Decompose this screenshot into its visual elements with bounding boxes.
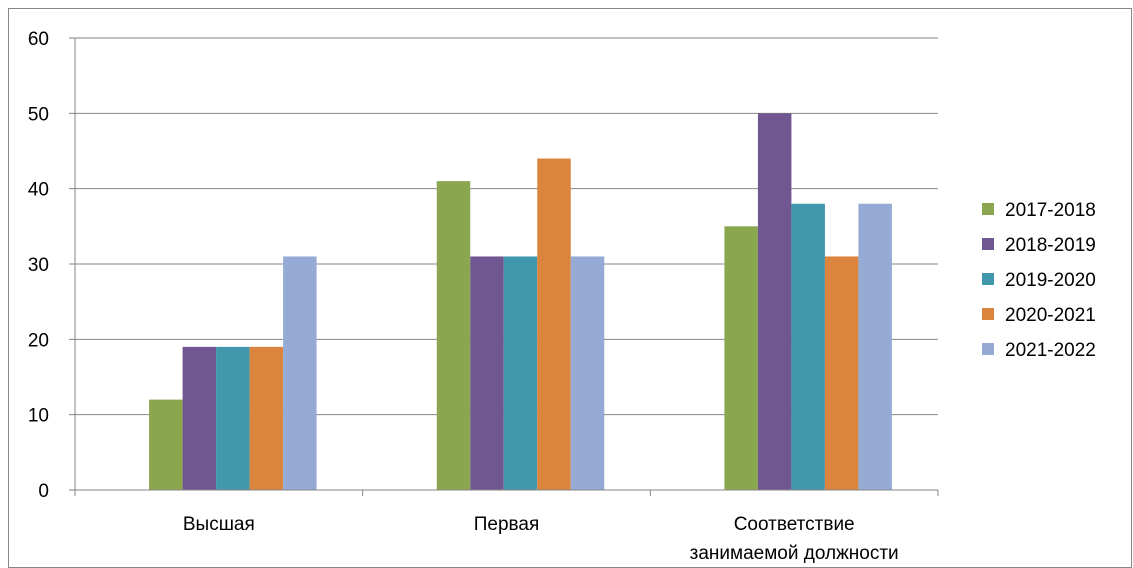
legend-swatch	[982, 238, 994, 250]
bar-2019-2020-0	[216, 347, 250, 490]
x-category-label: Первая	[474, 514, 540, 535]
y-tick-label: 20	[28, 330, 49, 351]
legend-label: 2021-2022	[1005, 340, 1096, 361]
legend-label: 2018-2019	[1005, 235, 1096, 256]
bar-2021-2022-0	[283, 256, 317, 490]
y-tick-label: 40	[28, 180, 49, 201]
x-category-label: Высшая	[183, 514, 255, 535]
bar-2019-2020-2	[791, 204, 825, 490]
bar-2018-2019-0	[183, 347, 217, 490]
bar-2020-2021-2	[825, 256, 859, 490]
bars	[149, 113, 892, 490]
y-tick-label: 0	[38, 481, 49, 502]
legend-swatch	[982, 273, 994, 285]
y-tick-label: 30	[28, 255, 49, 276]
legend-label: 2017-2018	[1005, 200, 1096, 221]
bar-2017-2018-2	[724, 226, 758, 490]
x-category-label: Соответствие	[734, 514, 855, 535]
y-axis-ticks: 0 10 20 30 40 50 60	[28, 29, 49, 502]
legend: 2017-2018 2018-2019 2019-2020 2020-2021 2021…	[982, 200, 1096, 361]
bar-2017-2018-0	[149, 400, 183, 490]
legend-swatch	[982, 308, 994, 320]
legend-label: 2020-2021	[1005, 305, 1096, 326]
legend-swatch	[982, 343, 994, 355]
bar-2019-2020-1	[504, 256, 538, 490]
bar-2018-2019-2	[758, 113, 792, 490]
bar-2018-2019-1	[470, 256, 504, 490]
bar-2021-2022-2	[858, 204, 892, 490]
y-tick-label: 60	[28, 29, 49, 50]
x-category-label: занимаемой должности	[690, 543, 899, 564]
y-tick-label: 50	[28, 104, 49, 125]
bar-2021-2022-1	[571, 256, 605, 490]
bar-2020-2021-0	[250, 347, 283, 490]
legend-label: 2019-2020	[1005, 270, 1096, 291]
bar-2017-2018-1	[437, 181, 471, 490]
x-axis-labels: Высшая Первая Соответствие занимаемой должн…	[183, 514, 899, 564]
y-tick-label: 10	[28, 406, 49, 427]
bar-2020-2021-1	[537, 159, 571, 490]
legend-swatch	[982, 203, 994, 215]
